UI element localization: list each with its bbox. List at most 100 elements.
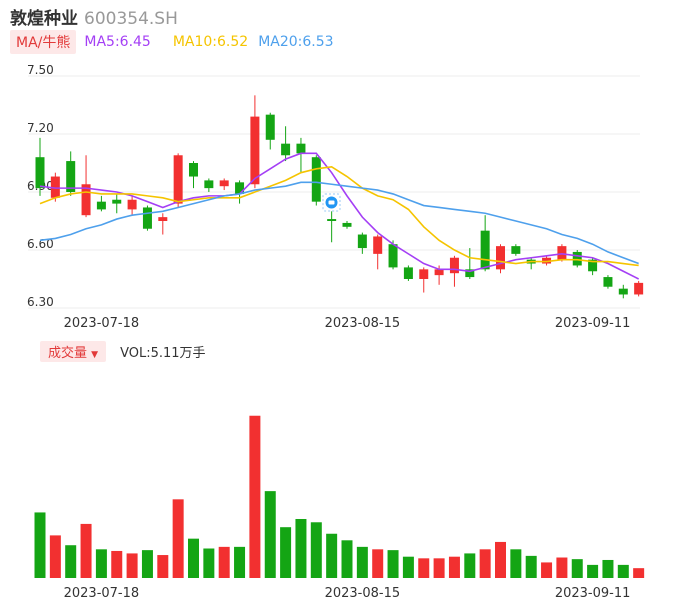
candle	[419, 267, 429, 293]
volume-bar	[602, 559, 614, 578]
candle-body	[419, 269, 429, 279]
candle	[235, 180, 245, 204]
candle-body	[35, 157, 45, 189]
candle	[265, 112, 275, 150]
candle	[204, 178, 214, 192]
volume-bar	[356, 546, 368, 578]
dropdown-triangle-icon: ▼	[91, 349, 99, 360]
volume-indicator-button[interactable]: 成交量 ▼	[40, 340, 107, 362]
volume-bar	[141, 550, 153, 578]
candle-body	[142, 207, 152, 229]
volume-x-axis: 2023-07-18 2023-08-15 2023-09-11	[64, 586, 631, 601]
event-marker-icon[interactable]	[322, 193, 341, 212]
candle	[250, 95, 260, 189]
volume-bar	[587, 564, 599, 578]
volume-bar	[433, 558, 445, 578]
x-tick-label: 2023-07-18	[64, 316, 140, 331]
volume-bar	[479, 549, 491, 578]
candle	[81, 155, 91, 218]
candle	[634, 280, 644, 297]
volume-bar	[111, 550, 123, 578]
candle-body	[542, 257, 552, 264]
candle-body	[572, 251, 582, 266]
stock-name: 敦煌种业	[10, 9, 78, 29]
x-tick-label: 2023-08-15	[325, 586, 401, 601]
candle	[542, 255, 552, 266]
ma-lines	[39, 152, 640, 280]
candle	[189, 161, 198, 189]
candle-body	[112, 199, 122, 204]
volume-bar	[418, 558, 430, 578]
candle	[112, 193, 122, 214]
candle-body	[173, 155, 183, 204]
candle	[296, 137, 306, 173]
candle-body	[618, 288, 628, 295]
stock-title: 敦煌种业 600354.SH	[10, 4, 178, 29]
volume-bar	[80, 523, 92, 578]
volume-bar	[541, 562, 553, 578]
volume-bar	[372, 549, 384, 578]
volume-bar	[280, 527, 292, 578]
candle-body	[603, 277, 613, 287]
ma20-legend-item: MA20:6.53	[258, 34, 334, 50]
volume-bar	[295, 518, 307, 578]
volume-bar	[203, 548, 215, 578]
candle-body	[496, 246, 505, 270]
y-tick-label: 6.30	[27, 295, 54, 309]
candle-body	[373, 236, 383, 254]
volume-bar	[402, 556, 414, 578]
volume-bar	[525, 555, 537, 578]
volume-bars	[34, 415, 645, 578]
price-grid	[28, 75, 640, 309]
candle	[127, 195, 137, 216]
candle	[96, 195, 106, 212]
volume-bar	[341, 540, 353, 578]
candle-body	[235, 182, 245, 194]
candle	[465, 248, 475, 279]
candle-body	[388, 244, 398, 268]
candle-body	[327, 219, 337, 221]
volume-bar	[218, 546, 230, 578]
x-tick-label: 2023-09-11	[555, 316, 631, 331]
candle-body	[265, 114, 275, 140]
candle-body	[204, 180, 214, 189]
candle-body	[465, 269, 475, 278]
candle	[557, 244, 567, 262]
volume-bar	[571, 559, 583, 578]
volume-bar	[448, 556, 460, 578]
candle	[327, 211, 337, 243]
ma-legend: MA/牛熊 MA5:6.45 MA10:6.52 MA20:6.53	[10, 30, 334, 54]
candle-body	[557, 246, 567, 260]
candle	[403, 265, 413, 281]
volume-bar	[249, 415, 261, 578]
volume-label: 成交量	[48, 345, 88, 361]
ma5-legend-item: MA5:6.45	[84, 34, 151, 50]
candle	[142, 205, 152, 231]
candle	[281, 126, 291, 162]
candle-body	[511, 246, 521, 254]
stock-code: 600354.SH	[84, 9, 178, 29]
candle-body	[158, 217, 168, 221]
volume-bar	[464, 553, 476, 578]
volume-bar	[172, 499, 184, 578]
volume-bar	[495, 541, 506, 578]
x-tick-label: 2023-08-15	[325, 316, 401, 331]
candle-body	[189, 163, 198, 177]
candle	[449, 255, 459, 287]
candle-body	[81, 184, 91, 216]
x-tick-label: 2023-09-11	[555, 586, 631, 601]
candle-body	[434, 269, 444, 276]
candle	[50, 172, 60, 202]
candle-body	[342, 222, 352, 227]
volume-bar	[49, 535, 61, 578]
candle	[618, 284, 628, 299]
volume-bar	[387, 550, 399, 578]
ma-indicator-button[interactable]: MA/牛熊	[10, 30, 77, 54]
candle-body	[96, 201, 106, 210]
candle-body	[357, 234, 367, 249]
volume-bar	[157, 555, 169, 578]
candle	[588, 257, 598, 276]
candle	[342, 221, 352, 229]
candle	[357, 232, 367, 254]
